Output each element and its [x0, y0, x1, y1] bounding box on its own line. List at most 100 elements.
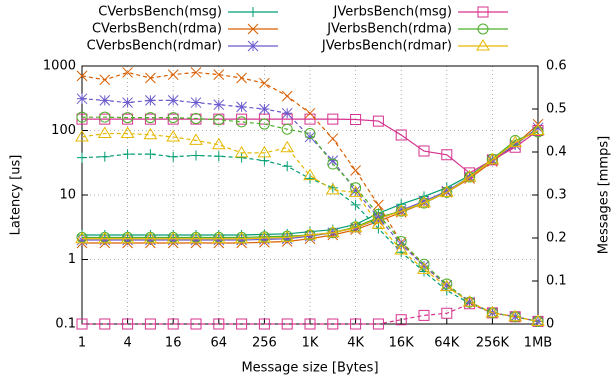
marker: [418, 309, 430, 321]
marker: [281, 90, 293, 102]
y2-tick-label: 0.3: [546, 188, 567, 203]
marker: [144, 318, 156, 330]
marker: [327, 158, 339, 170]
marker: [485, 305, 500, 318]
marker: [191, 150, 201, 161]
marker: [167, 112, 179, 124]
marker: [258, 118, 270, 130]
marker: [259, 103, 270, 115]
x-tick-label: 256K: [476, 336, 510, 351]
marker: [304, 318, 316, 330]
marker: [236, 152, 247, 163]
legend-label: CVerbsBench(msg): [98, 5, 222, 20]
marker: [394, 243, 409, 255]
marker: [327, 133, 339, 145]
marker: [76, 113, 88, 125]
marker: [259, 77, 270, 89]
marker: [213, 151, 224, 162]
marker: [281, 123, 293, 135]
marker: [211, 137, 226, 150]
marker: [509, 311, 521, 323]
marker: [327, 318, 339, 330]
marker: [190, 234, 202, 246]
marker: [76, 70, 88, 82]
marker: [485, 152, 500, 165]
marker: [280, 140, 295, 153]
marker: [532, 315, 544, 327]
marker: [122, 318, 134, 330]
marker: [167, 234, 179, 246]
marker: [167, 113, 179, 125]
marker: [304, 113, 316, 125]
y-tick-label: 1000: [43, 59, 76, 74]
marker: [439, 279, 454, 292]
marker: [257, 231, 272, 243]
marker: [305, 173, 315, 184]
marker: [213, 318, 225, 330]
marker: [418, 197, 430, 209]
series-line: [82, 118, 539, 174]
marker: [304, 131, 316, 143]
marker: [372, 318, 384, 330]
marker: [350, 165, 361, 176]
legend-label: JVerbsBench(rdma): [326, 22, 452, 37]
marker: [327, 155, 339, 166]
legend-marker: [477, 23, 489, 35]
legend-marker: [247, 40, 259, 52]
legend-label: CVerbsBench(rdma): [92, 22, 222, 37]
marker: [259, 234, 270, 245]
marker: [531, 314, 545, 326]
marker: [99, 318, 111, 330]
marker: [464, 171, 476, 183]
marker: [441, 307, 453, 319]
marker: [373, 199, 384, 211]
marker: [76, 93, 88, 105]
marker: [190, 97, 202, 108]
marker: [97, 231, 112, 244]
series-line: [82, 127, 539, 241]
marker: [417, 262, 431, 274]
marker: [236, 318, 248, 330]
marker: [280, 230, 295, 242]
marker: [99, 95, 111, 106]
marker: [122, 112, 134, 124]
marker: [350, 185, 361, 197]
marker: [213, 234, 225, 246]
marker: [122, 113, 134, 125]
marker: [532, 122, 544, 134]
marker: [441, 149, 453, 161]
marker: [77, 152, 87, 163]
marker: [99, 113, 111, 125]
marker: [417, 195, 431, 208]
marker: [189, 231, 203, 244]
y-tick-label: 1: [68, 252, 76, 267]
marker: [97, 126, 112, 139]
legend-marker: [476, 39, 490, 51]
marker: [462, 295, 477, 307]
marker: [211, 231, 226, 244]
marker: [166, 129, 181, 142]
marker: [281, 113, 293, 125]
y2-tick-label: 0: [546, 317, 554, 332]
marker: [76, 234, 88, 246]
marker: [190, 67, 202, 78]
marker: [258, 318, 270, 330]
marker: [145, 149, 156, 160]
marker: [167, 95, 179, 106]
marker: [167, 318, 179, 330]
y2-axis-label: Messages [mmps]: [597, 136, 612, 254]
x-tick-label: 16: [165, 336, 182, 351]
marker: [76, 111, 88, 123]
series-line: [82, 131, 539, 239]
marker: [236, 234, 247, 246]
x-tick-label: 64K: [434, 336, 460, 351]
x-tick-label: 4: [123, 336, 131, 351]
marker: [441, 278, 453, 290]
marker: [348, 185, 363, 197]
legend-marker: [247, 23, 259, 35]
x-axis-label: Message size [Bytes]: [241, 361, 378, 376]
y2-tick-label: 0.2: [546, 231, 567, 246]
y-axis-label: Latency [us]: [9, 155, 24, 236]
marker: [122, 97, 133, 108]
marker: [281, 233, 293, 245]
